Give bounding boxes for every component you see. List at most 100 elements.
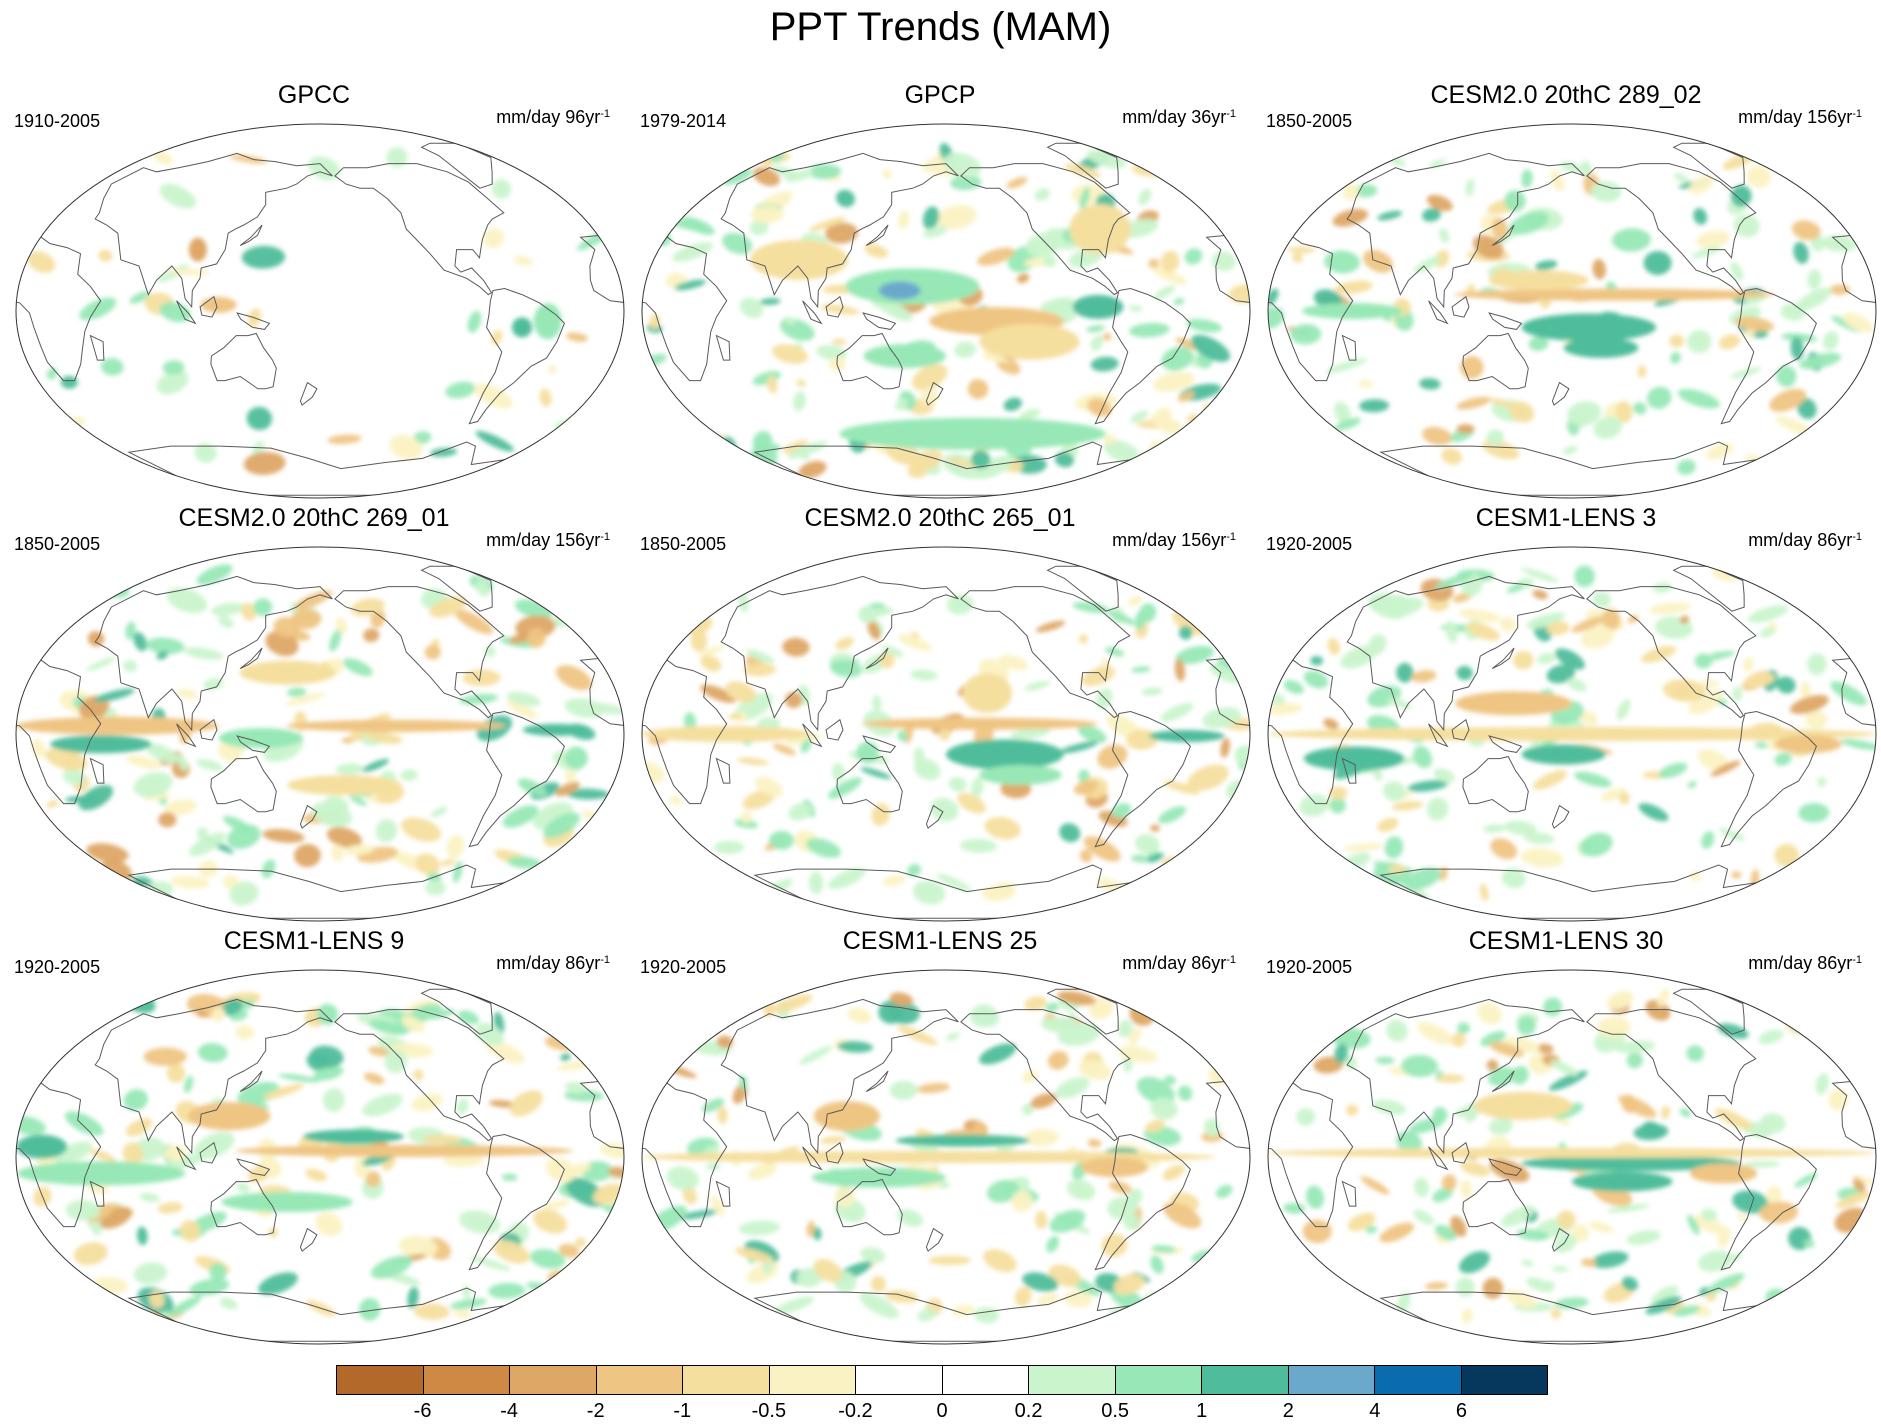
trend-shading [796, 379, 806, 387]
coastline [299, 381, 318, 406]
trend-shading [1489, 1117, 1513, 1135]
coastline [642, 657, 728, 805]
trend-shading [1303, 746, 1405, 771]
trend-shading [1160, 250, 1180, 273]
trend-shading [324, 795, 349, 813]
trend-shading [1574, 771, 1612, 788]
trend-shading [1268, 727, 1876, 741]
trend-shading [916, 1082, 951, 1094]
trend-shading [1657, 988, 1670, 1008]
coastline [1451, 1141, 1470, 1164]
trend-shading [1591, 1251, 1629, 1269]
trend-shading [1776, 365, 1797, 387]
trend-shading [1554, 1297, 1589, 1309]
trend-shading [1145, 1119, 1165, 1133]
trend-shading [1521, 169, 1533, 189]
coastline [1491, 1070, 1515, 1092]
coastline [239, 224, 263, 246]
trend-shading [736, 757, 769, 766]
trend-shading [1163, 780, 1200, 795]
trend-shading [749, 219, 769, 236]
coastline [334, 163, 505, 296]
trend-shading [273, 616, 301, 638]
trend-shading [827, 777, 863, 799]
trend-shading [1677, 389, 1720, 409]
coastline [925, 804, 944, 829]
trend-shading [1730, 185, 1752, 207]
trend-shading [574, 1237, 586, 1248]
trend-shading [928, 1255, 972, 1266]
trend-shading [672, 242, 713, 262]
trend-shading [1024, 1128, 1059, 1147]
trend-shading [1357, 380, 1374, 388]
trend-shading [1334, 401, 1351, 424]
trend-shading [983, 1249, 1017, 1273]
trend-shading [326, 827, 362, 849]
units-label: mm/day 86yr-1 [1748, 953, 1862, 973]
trend-shading [1059, 741, 1098, 754]
trend-shading [1523, 832, 1555, 845]
figure-title: PPT Trends (MAM) [769, 5, 1112, 49]
trend-shading [235, 1024, 255, 1040]
trend-shading [16, 1115, 46, 1135]
trend-shading [1064, 163, 1101, 178]
trend-shading [415, 853, 441, 875]
trend-shading [1679, 615, 1690, 624]
trend-shading [1090, 335, 1104, 352]
coastline [16, 1080, 102, 1228]
trend-shading [27, 251, 56, 273]
trend-shading [1011, 1190, 1033, 1213]
trend-shading [1377, 817, 1399, 832]
map-panel-cesm2-265-01: CESM2.0 20thC 265_01 1850-2005 mm/day 15… [630, 503, 1251, 923]
trend-shading [785, 733, 822, 746]
trend-shading [1368, 634, 1387, 655]
trend-shading [1332, 208, 1369, 227]
trend-shading [728, 713, 741, 720]
trend-shading [45, 747, 88, 771]
trend-shading [1104, 647, 1125, 657]
trend-shading [1377, 210, 1403, 221]
trend-shading [1766, 1186, 1782, 1206]
trend-shading [783, 316, 796, 325]
trend-shading [911, 363, 948, 391]
trend-shading [123, 660, 137, 672]
coastline [94, 152, 333, 309]
trend-shading [1548, 1070, 1588, 1091]
coastline [199, 1141, 218, 1164]
trend-shading [1553, 1102, 1584, 1119]
trend-shading [1148, 258, 1160, 269]
trend-shading [1789, 695, 1829, 715]
trend-shading [475, 430, 514, 452]
coastline [1205, 234, 1250, 382]
coastline [210, 755, 277, 813]
trend-shading [1438, 866, 1448, 881]
trend-shading [1305, 1185, 1324, 1209]
coastline [865, 647, 889, 669]
trend-shading [323, 1088, 345, 1112]
coastline [1831, 234, 1876, 382]
trend-shading [1611, 228, 1651, 252]
trend-shading [922, 226, 948, 238]
coastline [236, 1158, 271, 1176]
units-label: mm/day 86yr-1 [496, 953, 610, 973]
trend-shading [1572, 1171, 1673, 1192]
trend-shading [1021, 1104, 1034, 1116]
trend-shading [1450, 1215, 1467, 1237]
trend-shading [936, 873, 972, 892]
trend-shading [1508, 211, 1549, 235]
trend-shading [1791, 220, 1821, 241]
trend-shading [1528, 336, 1549, 351]
trend-shading [1073, 780, 1098, 795]
trend-shading [189, 1278, 230, 1296]
trend-shading [1580, 1258, 1597, 1267]
trend-shading [203, 678, 224, 691]
coastline [1720, 710, 1817, 848]
trend-shading [1482, 439, 1520, 460]
trend-shading [1034, 188, 1050, 201]
trend-shading [368, 1046, 390, 1057]
trend-shading [1283, 1202, 1306, 1214]
trend-shading [1268, 306, 1285, 329]
trend-shading [350, 598, 385, 617]
trend-shading [1699, 1287, 1710, 1296]
coastline [825, 1141, 844, 1164]
